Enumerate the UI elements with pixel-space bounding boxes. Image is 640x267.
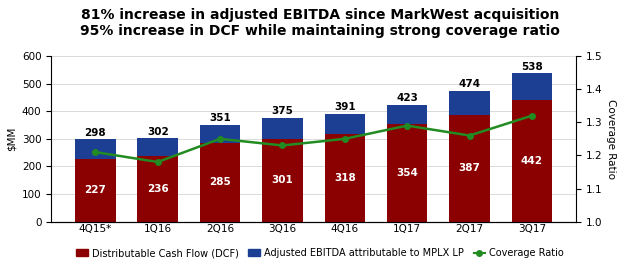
Y-axis label: $MM: $MM — [6, 127, 16, 151]
Bar — [511, 100, 552, 222]
Legend: Distributable Cash Flow (DCF), Adjusted EBITDA attributable to MPLX LP, Coverage: Distributable Cash Flow (DCF), Adjusted … — [72, 244, 568, 262]
Text: 351: 351 — [209, 113, 231, 123]
Bar — [138, 156, 178, 222]
Text: 375: 375 — [271, 107, 293, 116]
Text: 81% increase in adjusted EBITDA since MarkWest acquisition
95% increase in DCF w: 81% increase in adjusted EBITDA since Ma… — [80, 8, 560, 38]
Bar — [324, 134, 365, 222]
Bar — [75, 139, 116, 159]
Text: 236: 236 — [147, 184, 168, 194]
Bar — [511, 73, 552, 100]
Text: 423: 423 — [396, 93, 418, 103]
Bar — [200, 125, 241, 143]
Bar — [387, 105, 428, 124]
Bar — [449, 115, 490, 222]
Bar — [387, 124, 428, 222]
Text: 391: 391 — [334, 102, 356, 112]
Bar — [449, 91, 490, 115]
Text: 302: 302 — [147, 127, 168, 137]
Text: 354: 354 — [396, 168, 418, 178]
Bar — [75, 159, 116, 222]
Text: 387: 387 — [459, 163, 481, 173]
Bar — [324, 114, 365, 134]
Bar — [138, 138, 178, 156]
Bar — [262, 118, 303, 139]
Bar — [200, 143, 241, 222]
Bar — [262, 139, 303, 222]
Text: 442: 442 — [521, 156, 543, 166]
Text: 301: 301 — [271, 175, 293, 185]
Text: 227: 227 — [84, 185, 106, 195]
Y-axis label: Coverage Ratio: Coverage Ratio — [606, 99, 616, 179]
Text: 538: 538 — [521, 61, 543, 72]
Text: 318: 318 — [334, 173, 356, 183]
Text: 285: 285 — [209, 177, 231, 187]
Text: 298: 298 — [84, 128, 106, 138]
Text: 474: 474 — [458, 79, 481, 89]
